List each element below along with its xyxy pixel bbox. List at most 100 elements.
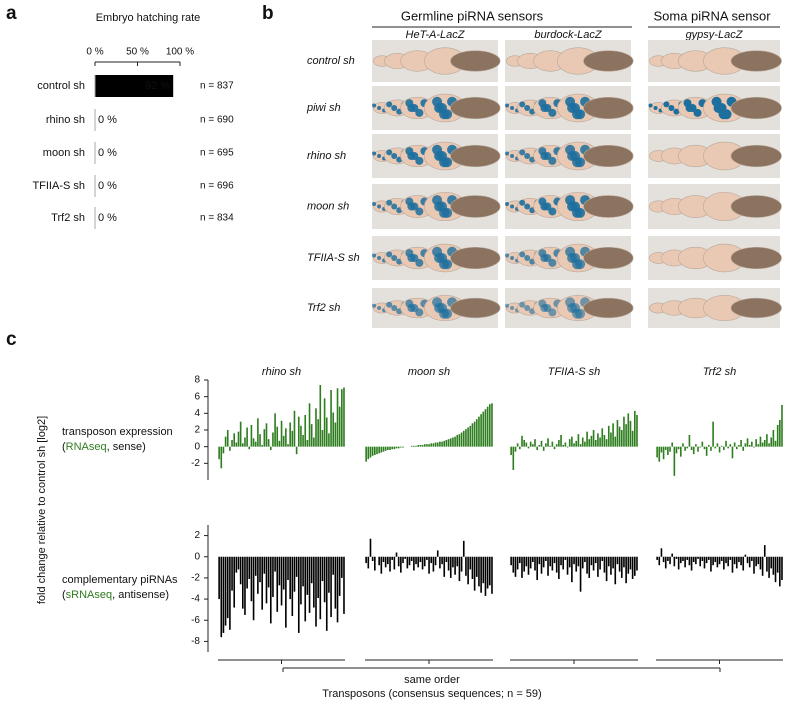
bar	[380, 556, 383, 574]
chart-title: TFIIA-S sh	[548, 366, 601, 378]
row-label: rhino sh	[307, 150, 346, 162]
bar	[684, 446, 686, 451]
bar	[480, 556, 482, 593]
bar	[656, 446, 658, 458]
bar	[341, 556, 343, 578]
bar	[774, 556, 777, 583]
bar	[751, 556, 753, 561]
bar	[306, 556, 309, 595]
bar	[781, 556, 783, 581]
bar	[330, 390, 332, 447]
bar	[718, 556, 721, 565]
bar	[658, 556, 661, 566]
stain	[407, 254, 416, 262]
bar	[562, 556, 565, 570]
bar	[480, 414, 482, 447]
bar	[662, 446, 665, 460]
bar	[384, 556, 387, 568]
bar	[282, 435, 285, 447]
bar	[723, 556, 725, 570]
bar	[269, 556, 272, 624]
bar	[224, 556, 227, 626]
bar	[246, 427, 248, 447]
egg-chamber	[583, 96, 634, 120]
bar	[417, 556, 420, 568]
bar	[558, 440, 560, 447]
y-tick-label: -8	[191, 636, 200, 647]
bar	[432, 443, 435, 447]
bar	[545, 556, 547, 561]
y-tick-label: 0	[194, 551, 200, 562]
bar	[625, 556, 627, 584]
category-label: control sh	[37, 80, 85, 92]
stain	[572, 157, 583, 168]
bar	[220, 556, 223, 638]
bar	[393, 446, 396, 450]
bar	[408, 556, 411, 566]
stain	[439, 207, 450, 218]
bar	[766, 556, 768, 572]
bar	[334, 556, 337, 609]
bar	[746, 556, 749, 564]
bar	[222, 556, 225, 633]
stain	[377, 306, 382, 310]
bar	[776, 425, 779, 447]
y-tick-label: 8	[194, 375, 200, 386]
bar	[697, 446, 699, 452]
bar	[757, 556, 760, 565]
row-label: moon sh	[307, 200, 349, 212]
bar	[244, 556, 246, 615]
bar	[397, 446, 400, 449]
bar	[534, 439, 536, 447]
n-label: n = 690	[200, 115, 234, 126]
stain	[407, 304, 416, 312]
stain	[540, 152, 549, 160]
bar	[707, 445, 710, 447]
bar	[421, 556, 424, 570]
bar	[428, 444, 430, 447]
bar	[272, 432, 274, 447]
bar	[439, 556, 441, 569]
bar	[267, 439, 270, 447]
bar	[560, 435, 562, 447]
bar	[488, 404, 491, 447]
bar	[280, 420, 283, 447]
bar	[781, 405, 783, 447]
bar	[586, 431, 588, 447]
category-label: rhino sh	[46, 114, 85, 126]
bar	[629, 420, 632, 447]
bar	[447, 439, 450, 447]
bar	[484, 556, 487, 596]
bar	[274, 413, 276, 447]
bar	[250, 425, 253, 447]
stain	[505, 253, 510, 258]
bar	[697, 556, 699, 559]
bar	[599, 437, 601, 447]
bar	[568, 439, 571, 447]
chart-title: Trf2 sh	[703, 366, 736, 378]
bar	[759, 556, 762, 570]
bar	[623, 416, 625, 447]
bar	[763, 440, 766, 447]
bar	[289, 422, 291, 447]
bar	[577, 556, 580, 567]
stain	[524, 305, 531, 311]
bar	[325, 556, 328, 631]
bar	[452, 437, 454, 447]
bar	[627, 556, 630, 574]
bar	[610, 432, 612, 447]
bar	[607, 425, 610, 447]
bar	[321, 430, 324, 447]
bar	[521, 556, 523, 578]
bar	[423, 444, 426, 447]
stain	[391, 305, 398, 311]
bar	[573, 556, 575, 565]
stain	[519, 101, 526, 108]
bar	[584, 556, 586, 563]
bar	[406, 556, 409, 569]
bar	[547, 556, 549, 576]
bar	[462, 430, 465, 447]
bar	[467, 556, 469, 585]
bar	[426, 556, 428, 560]
